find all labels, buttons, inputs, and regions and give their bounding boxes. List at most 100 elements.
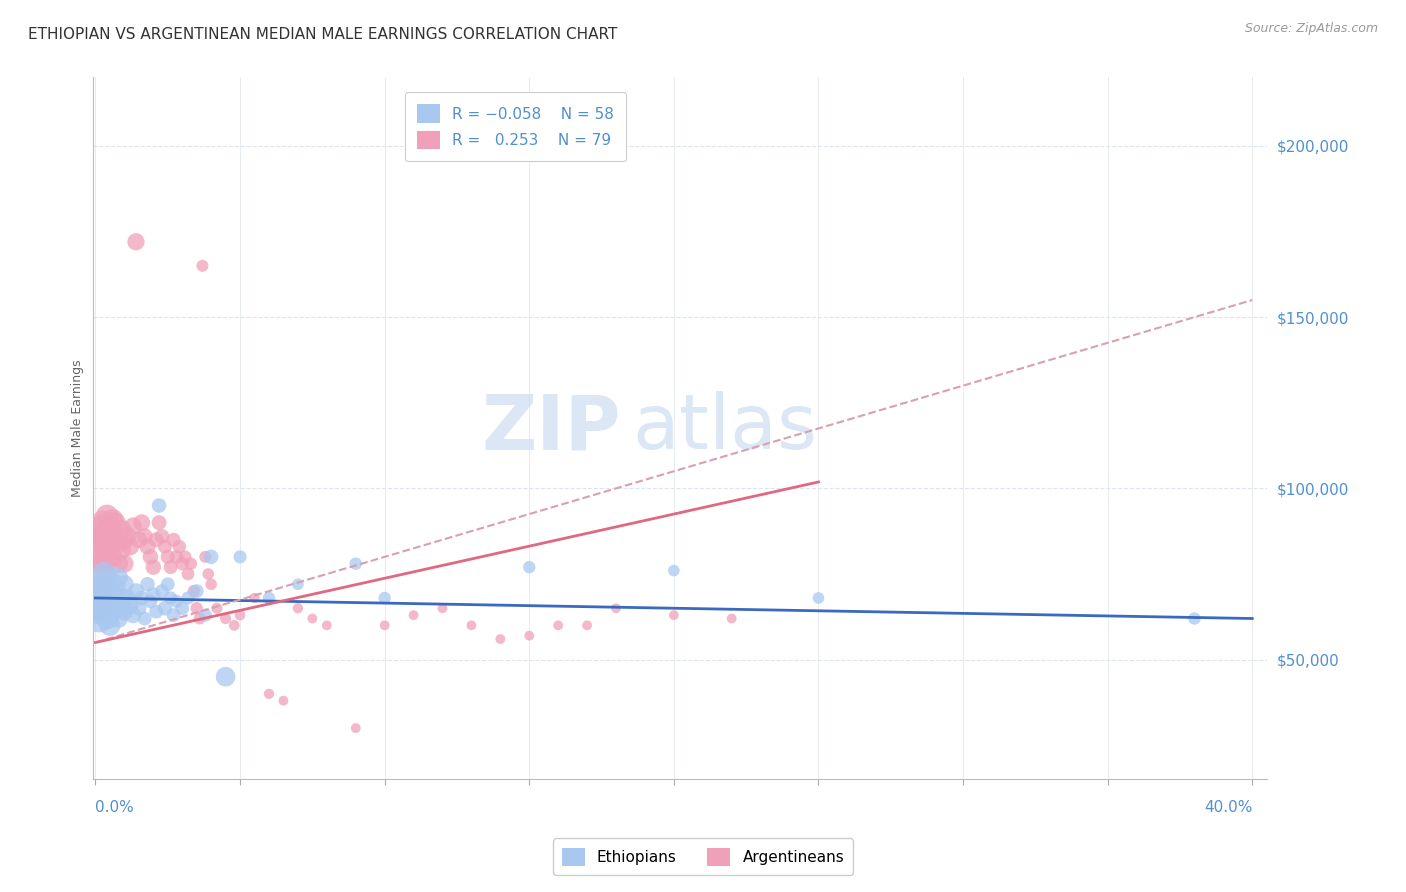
- Point: [86, 594, 108, 608]
- Point: [517, 560, 540, 574]
- Point: [134, 611, 156, 625]
- Point: [94, 533, 117, 547]
- Point: [104, 581, 127, 595]
- Point: [128, 601, 150, 615]
- Point: [402, 608, 425, 623]
- Point: [104, 516, 127, 530]
- Point: [662, 564, 685, 578]
- Point: [110, 591, 132, 605]
- Point: [214, 611, 236, 625]
- Point: [153, 601, 176, 615]
- Point: [87, 601, 110, 615]
- Point: [197, 566, 219, 581]
- Point: [131, 516, 153, 530]
- Text: ZIP: ZIP: [481, 392, 621, 466]
- Point: [91, 516, 114, 530]
- Point: [96, 611, 118, 625]
- Point: [122, 519, 145, 533]
- Point: [101, 512, 124, 526]
- Point: [101, 605, 124, 619]
- Point: [104, 529, 127, 543]
- Point: [200, 549, 222, 564]
- Point: [194, 608, 217, 623]
- Point: [662, 608, 685, 623]
- Point: [112, 605, 135, 619]
- Point: [172, 557, 194, 571]
- Point: [229, 549, 252, 564]
- Point: [287, 601, 309, 615]
- Point: [139, 549, 162, 564]
- Point: [156, 549, 179, 564]
- Point: [1184, 611, 1206, 625]
- Point: [148, 499, 170, 513]
- Point: [98, 574, 121, 588]
- Point: [142, 588, 165, 602]
- Y-axis label: Median Male Earnings: Median Male Earnings: [72, 359, 84, 497]
- Point: [93, 608, 115, 623]
- Point: [122, 608, 145, 623]
- Point: [159, 560, 181, 574]
- Point: [344, 557, 367, 571]
- Point: [205, 601, 228, 615]
- Point: [112, 577, 135, 591]
- Point: [120, 598, 142, 612]
- Point: [547, 618, 569, 632]
- Point: [145, 533, 167, 547]
- Point: [183, 584, 205, 599]
- Text: 0.0%: 0.0%: [96, 800, 134, 815]
- Point: [134, 529, 156, 543]
- Point: [165, 594, 187, 608]
- Point: [89, 523, 111, 537]
- Point: [89, 584, 111, 599]
- Point: [96, 591, 118, 605]
- Point: [107, 557, 129, 571]
- Point: [90, 591, 112, 605]
- Point: [229, 608, 252, 623]
- Point: [186, 601, 208, 615]
- Point: [101, 549, 124, 564]
- Point: [177, 566, 200, 581]
- Point: [162, 608, 184, 623]
- Point: [136, 540, 159, 554]
- Point: [110, 543, 132, 558]
- Point: [93, 525, 115, 540]
- Point: [165, 549, 187, 564]
- Point: [110, 523, 132, 537]
- Point: [98, 536, 121, 550]
- Point: [460, 618, 482, 632]
- Point: [112, 557, 135, 571]
- Point: [374, 591, 396, 605]
- Legend: Ethiopians, Argentineans: Ethiopians, Argentineans: [553, 838, 853, 875]
- Point: [97, 529, 120, 543]
- Point: [110, 601, 132, 615]
- Point: [720, 611, 742, 625]
- Point: [87, 601, 110, 615]
- Point: [107, 611, 129, 625]
- Point: [150, 529, 173, 543]
- Point: [93, 557, 115, 571]
- Point: [104, 598, 127, 612]
- Point: [188, 611, 211, 625]
- Point: [243, 591, 266, 605]
- Point: [191, 259, 214, 273]
- Point: [177, 591, 200, 605]
- Point: [169, 540, 191, 554]
- Point: [91, 594, 114, 608]
- Point: [139, 594, 162, 608]
- Point: [186, 584, 208, 599]
- Point: [489, 632, 512, 646]
- Point: [159, 591, 181, 605]
- Point: [194, 549, 217, 564]
- Point: [120, 540, 142, 554]
- Point: [150, 584, 173, 599]
- Point: [257, 591, 280, 605]
- Point: [344, 721, 367, 735]
- Point: [145, 605, 167, 619]
- Point: [273, 694, 295, 708]
- Point: [432, 601, 454, 615]
- Legend: R = −0.058    N = 58, R =   0.253    N = 79: R = −0.058 N = 58, R = 0.253 N = 79: [405, 92, 626, 161]
- Point: [257, 687, 280, 701]
- Point: [374, 618, 396, 632]
- Point: [131, 591, 153, 605]
- Point: [200, 577, 222, 591]
